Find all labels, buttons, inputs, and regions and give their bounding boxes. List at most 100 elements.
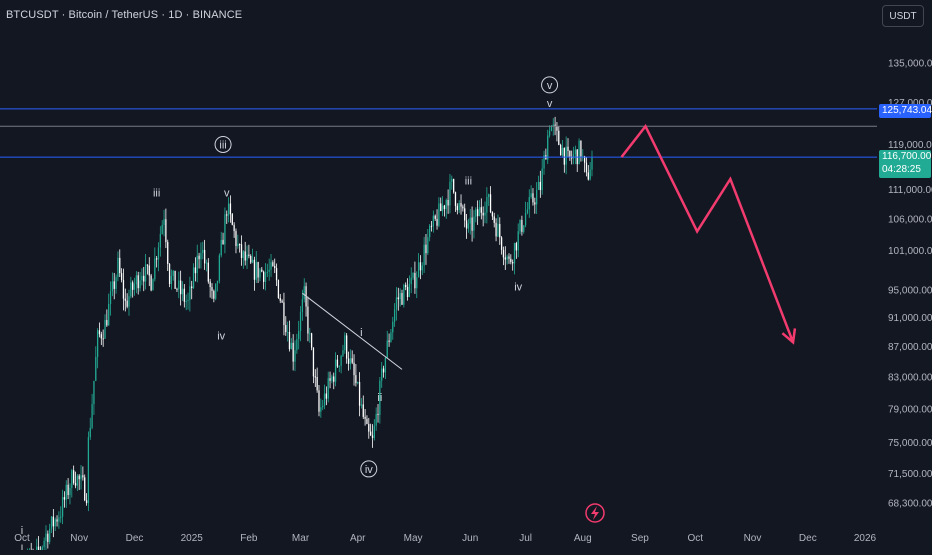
wave-label: iv: [514, 282, 522, 294]
candle-body: [382, 368, 385, 373]
candle-body: [384, 357, 387, 373]
candle-body: [452, 178, 455, 193]
candle-body: [303, 286, 305, 300]
candle-body: [323, 393, 326, 406]
candle-body: [552, 124, 554, 127]
candle-body: [143, 275, 145, 282]
wave-label-circle: [541, 76, 559, 94]
candle-body: [556, 126, 558, 131]
candle-body: [537, 181, 540, 190]
candle-body: [399, 293, 401, 300]
candle-body: [274, 266, 276, 269]
candle-body: [493, 216, 495, 223]
candle-body: [410, 277, 412, 285]
candle-body: [517, 231, 519, 251]
candle-body: [489, 194, 492, 213]
candle-body: [508, 256, 510, 259]
y-axis-tick-label: 91,000.00: [888, 313, 932, 324]
candle-body: [205, 262, 208, 264]
candle-body: [353, 362, 355, 376]
candle-body: [449, 181, 451, 206]
wave-label: ii: [377, 392, 382, 404]
candle-body: [392, 321, 394, 333]
candle-body: [346, 335, 348, 359]
trendline-layer: [302, 292, 403, 370]
candle-body: [381, 368, 383, 381]
candle-body: [373, 425, 375, 438]
wave-label-circle: [214, 135, 232, 153]
projection-arrowhead: [781, 328, 797, 345]
candle-body: [211, 287, 213, 291]
candle-body: [156, 258, 158, 260]
candle-body: [401, 293, 403, 305]
candle-body: [502, 249, 505, 258]
candle-body: [192, 267, 195, 289]
candle-body: [539, 181, 541, 191]
candle-body: [213, 290, 215, 299]
x-axis-tick-label: Jul: [519, 533, 532, 544]
candle-body: [488, 194, 490, 198]
candle-body: [425, 244, 427, 254]
candle-body: [427, 237, 429, 254]
candle-body: [567, 146, 569, 151]
y-axis-tick-label: 83,000.00: [888, 373, 932, 384]
candle-body: [283, 302, 285, 326]
candle-body: [467, 223, 470, 229]
candle-body: [266, 271, 268, 273]
candle-body: [251, 259, 254, 263]
candle-body: [100, 334, 102, 339]
candle-body: [187, 299, 189, 302]
candle-body: [292, 342, 294, 362]
candle-body: [464, 208, 466, 221]
candle-body: [216, 280, 219, 284]
candle-body: [543, 155, 545, 169]
lightning-icon[interactable]: [585, 503, 605, 523]
candle-body: [163, 219, 165, 225]
candle-body: [224, 214, 226, 245]
candle-body: [585, 162, 588, 173]
candle-body: [342, 350, 344, 356]
candle-body: [423, 244, 425, 266]
candle-body: [322, 405, 324, 408]
candle-body: [548, 130, 551, 136]
y-axis-tick-label: 87,000.00: [888, 342, 932, 353]
candle-body: [117, 257, 119, 278]
candle-body: [294, 350, 296, 362]
candle-body: [270, 262, 272, 270]
candle-body: [347, 358, 350, 364]
wave-label-circle: [360, 460, 378, 478]
candle-body: [191, 286, 193, 289]
candle-body: [277, 280, 280, 298]
candle-body: [37, 546, 40, 551]
candle-body: [132, 282, 134, 290]
candle-body: [115, 277, 117, 289]
candle-body: [71, 470, 73, 488]
candle-body: [432, 215, 435, 227]
y-axis-tick-label: 71,500.00: [888, 469, 932, 480]
levels-layer: [0, 108, 877, 158]
candle-body: [58, 517, 60, 522]
candle-body: [572, 154, 575, 159]
candle-body: [50, 516, 53, 529]
candle-body: [536, 189, 538, 205]
candle-body: [36, 546, 38, 554]
candle-body: [491, 212, 494, 217]
candle-body: [379, 380, 381, 415]
candle-body: [340, 355, 342, 366]
x-axis-tick-label: Jun: [462, 533, 478, 544]
candle-body: [421, 265, 423, 271]
candle-body: [473, 216, 475, 231]
x-axis-tick-label: Dec: [126, 533, 144, 544]
y-axis-tick-label: 127,000.00: [888, 98, 932, 109]
currency-button[interactable]: USDT: [882, 5, 924, 27]
candle-body: [257, 262, 259, 278]
candle-body: [172, 270, 174, 276]
candle-body: [438, 203, 440, 226]
candle-body: [124, 298, 126, 301]
candle-body: [104, 320, 106, 339]
candle-body: [286, 332, 289, 334]
candle-body: [80, 475, 82, 480]
